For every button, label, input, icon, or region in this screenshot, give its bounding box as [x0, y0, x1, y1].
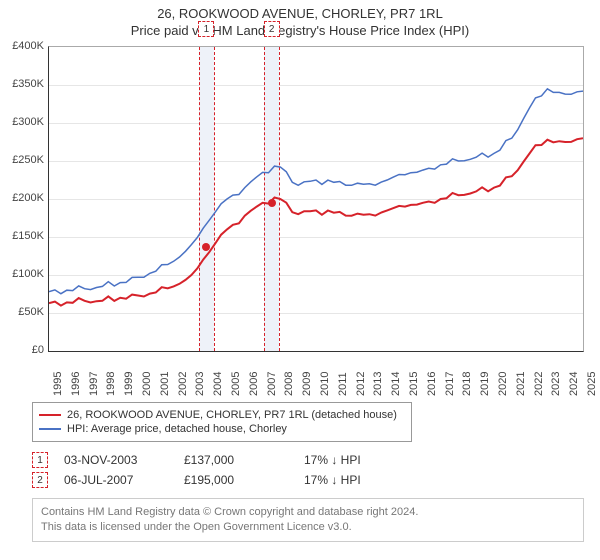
- event-row-date: 06-JUL-2007: [64, 473, 184, 487]
- x-tick-label: 2008: [283, 372, 295, 396]
- x-tick-label: 2009: [301, 372, 313, 396]
- event-table: 1 03-NOV-2003£137,00017% ↓ HPI 2 06-JUL-200…: [32, 448, 424, 492]
- legend-label: HPI: Average price, detached house, Chor…: [67, 423, 287, 435]
- legend-swatch: [39, 428, 61, 430]
- event-marker-box: 1: [198, 21, 214, 37]
- attribution-box: Contains HM Land Registry data © Crown c…: [32, 498, 584, 542]
- y-tick-label: £400K: [12, 40, 44, 52]
- y-tick-label: £0: [32, 344, 44, 356]
- legend-label: 26, ROOKWOOD AVENUE, CHORLEY, PR7 1RL (d…: [67, 409, 397, 421]
- event-row: 1 03-NOV-2003£137,00017% ↓ HPI: [32, 452, 424, 468]
- event-marker-box: 2: [264, 21, 280, 37]
- x-tick-label: 2003: [194, 372, 206, 396]
- event-row-date: 03-NOV-2003: [64, 453, 184, 467]
- x-tick-label: 1996: [70, 372, 82, 396]
- x-tick-label: 1997: [88, 372, 100, 396]
- event-row-price: £195,000: [184, 473, 304, 487]
- y-tick-label: £100K: [12, 268, 44, 280]
- y-tick-label: £150K: [12, 230, 44, 242]
- y-tick-label: £300K: [12, 116, 44, 128]
- chart-plot-area: 12: [48, 46, 584, 352]
- x-tick-label: 1995: [52, 372, 64, 396]
- titles: 26, ROOKWOOD AVENUE, CHORLEY, PR7 1RL Pr…: [0, 0, 600, 38]
- y-tick-label: £200K: [12, 192, 44, 204]
- title-subtitle: Price paid vs. HM Land Registry's House …: [0, 23, 600, 38]
- x-tick-label: 2016: [426, 372, 438, 396]
- event-row-box: 1: [32, 452, 48, 468]
- y-tick-label: £350K: [12, 78, 44, 90]
- x-tick-label: 1999: [123, 372, 135, 396]
- attribution-line2: This data is licensed under the Open Gov…: [41, 520, 575, 535]
- x-tick-label: 2019: [479, 372, 491, 396]
- event-row-delta: 17% ↓ HPI: [304, 453, 424, 467]
- x-tick-label: 1998: [105, 372, 117, 396]
- x-tick-label: 2007: [266, 372, 278, 396]
- x-tick-label: 2014: [390, 372, 402, 396]
- x-tick-label: 2021: [515, 372, 527, 396]
- x-tick-label: 2006: [248, 372, 260, 396]
- x-tick-label: 2011: [337, 372, 349, 396]
- x-tick-label: 2022: [533, 372, 545, 396]
- x-tick-label: 2017: [444, 372, 456, 396]
- x-tick-label: 2004: [212, 372, 224, 396]
- y-tick-label: £50K: [18, 306, 44, 318]
- x-tick-label: 2025: [586, 372, 598, 396]
- attribution-line1: Contains HM Land Registry data © Crown c…: [41, 505, 575, 520]
- x-tick-label: 2012: [355, 372, 367, 396]
- event-row-price: £137,000: [184, 453, 304, 467]
- x-tick-label: 2018: [461, 372, 473, 396]
- legend-box: 26, ROOKWOOD AVENUE, CHORLEY, PR7 1RL (d…: [32, 402, 412, 442]
- legend-item: 26, ROOKWOOD AVENUE, CHORLEY, PR7 1RL (d…: [39, 409, 405, 421]
- event-dot: [268, 199, 276, 207]
- event-row: 2 06-JUL-2007£195,00017% ↓ HPI: [32, 472, 424, 488]
- title-address: 26, ROOKWOOD AVENUE, CHORLEY, PR7 1RL: [0, 6, 600, 21]
- x-tick-label: 2005: [230, 372, 242, 396]
- y-tick-label: £250K: [12, 154, 44, 166]
- x-tick-label: 2000: [141, 372, 153, 396]
- event-row-box: 2: [32, 472, 48, 488]
- legend-item: HPI: Average price, detached house, Chor…: [39, 423, 405, 435]
- x-tick-label: 2002: [177, 372, 189, 396]
- x-tick-label: 2015: [408, 372, 420, 396]
- x-tick-label: 2010: [319, 372, 331, 396]
- series-line: [49, 89, 583, 294]
- event-dot: [202, 243, 210, 251]
- chart-lines: [49, 47, 583, 351]
- x-tick-label: 2023: [550, 372, 562, 396]
- x-tick-label: 2013: [372, 372, 384, 396]
- x-tick-label: 2024: [568, 372, 580, 396]
- x-tick-label: 2020: [497, 372, 509, 396]
- x-tick-label: 2001: [159, 372, 171, 396]
- event-row-delta: 17% ↓ HPI: [304, 473, 424, 487]
- figure: 26, ROOKWOOD AVENUE, CHORLEY, PR7 1RL Pr…: [0, 0, 600, 560]
- legend-swatch: [39, 414, 61, 416]
